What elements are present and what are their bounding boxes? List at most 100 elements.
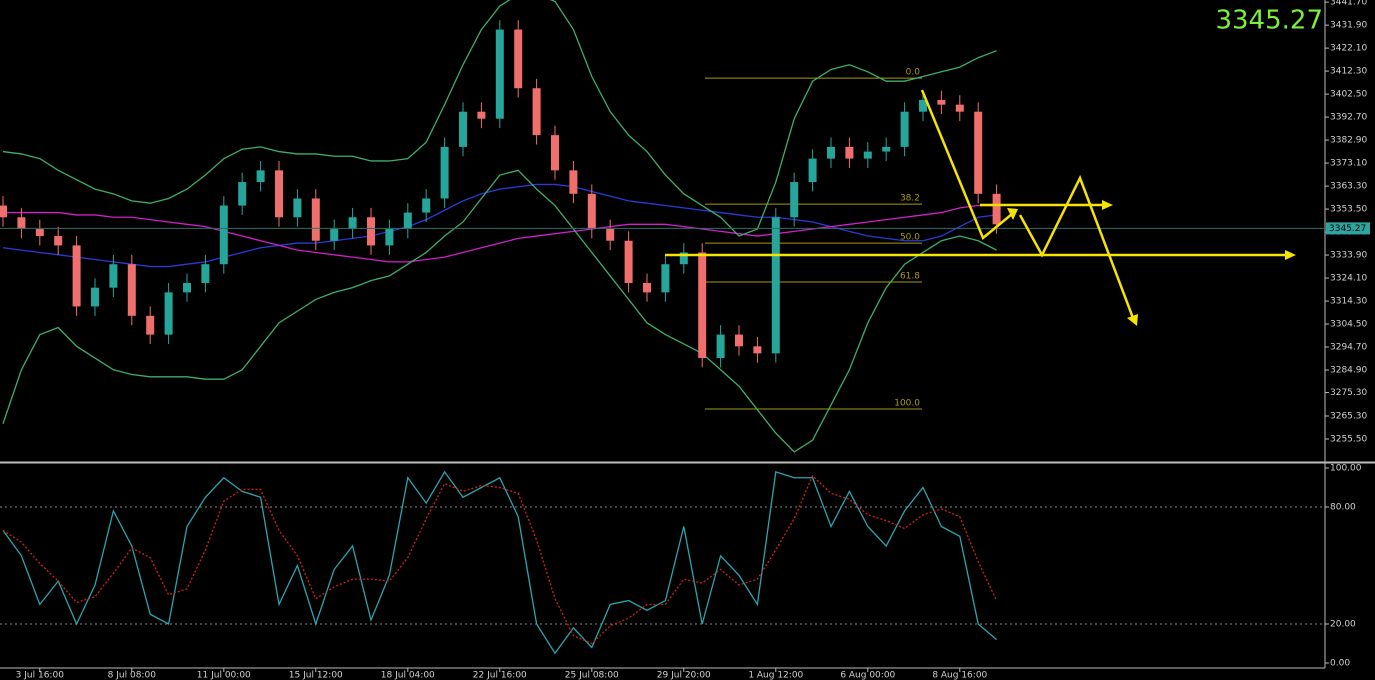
candle-body [477, 111, 486, 119]
x-tick-label: 8 Aug 16:00 [932, 671, 987, 680]
candle-body [348, 217, 357, 230]
candle-body [440, 146, 449, 199]
candle-body [716, 334, 725, 359]
candle-body [661, 264, 670, 293]
arrow-head [1127, 314, 1138, 326]
last-price-large: 3345.27 [1215, 6, 1323, 36]
candle-body [771, 217, 780, 354]
fib-label: 38.2 [900, 194, 920, 204]
fib-label: 50.0 [900, 233, 920, 243]
indicator-line [2, 474, 998, 645]
candle-body [201, 264, 210, 283]
y-tick-label: 0.00 [1330, 659, 1350, 669]
candle-body [808, 158, 817, 183]
y-tick-label: 3353.50 [1330, 205, 1367, 215]
indicator-line [2, 470, 998, 655]
candle-body [495, 29, 504, 119]
candle-body [551, 135, 559, 171]
y-tick-label: 3431.90 [1330, 21, 1367, 31]
x-tick-label: 15 Jul 12:00 [289, 671, 343, 680]
y-tick-label: 3422.10 [1330, 44, 1367, 54]
candle-body [238, 182, 247, 206]
candle-body [955, 104, 964, 112]
arrow-line [1018, 174, 1135, 319]
candle-body [403, 212, 412, 230]
x-tick-label: 18 Jul 04:00 [381, 671, 435, 680]
x-tick-label: 1 Aug 12:00 [748, 671, 803, 680]
y-tick-label: 3402.50 [1330, 90, 1367, 100]
candle-body [422, 198, 431, 213]
x-tick-label: 3 Jul 16:00 [16, 671, 65, 680]
last-price-box [1326, 222, 1370, 235]
candle-body [532, 88, 541, 136]
candle-body [569, 170, 578, 194]
candle-body [109, 264, 118, 288]
y-tick-label: 20.00 [1330, 620, 1356, 630]
y-tick-label: 3412.30 [1330, 67, 1367, 77]
y-tick-label: 3284.90 [1330, 366, 1367, 376]
candle-body [293, 198, 302, 218]
y-tick-label: 3382.90 [1330, 136, 1367, 146]
candle-body [790, 182, 799, 218]
candle-body [587, 193, 596, 230]
y-tick-label: 3275.30 [1330, 388, 1367, 398]
y-tick-label: 3333.90 [1330, 251, 1367, 261]
candle-body [0, 205, 7, 218]
candle-body [992, 193, 1001, 225]
candle-body [219, 205, 228, 265]
indicator-line [2, 0, 997, 237]
y-tick-label: 3363.30 [1330, 182, 1367, 192]
y-tick-label: 3324.10 [1330, 274, 1367, 284]
candle-body [753, 346, 762, 354]
candle-body [937, 99, 946, 105]
fib-label: 61.8 [900, 272, 920, 282]
x-tick-label: 8 Jul 08:00 [108, 671, 157, 680]
arrow-head [1102, 200, 1113, 210]
arrow-line [920, 89, 1013, 241]
x-tick-label: 25 Jul 08:00 [565, 671, 619, 680]
candle-body [735, 334, 743, 347]
candle-body [367, 217, 375, 246]
candle-body [183, 282, 191, 293]
candle-body [91, 287, 99, 307]
candle-body [514, 29, 523, 89]
x-tick-label: 22 Jul 16:00 [473, 671, 527, 680]
trend-drawings [665, 89, 1296, 326]
candle-body [974, 111, 983, 194]
indicator-line [3, 204, 997, 263]
candle-body [882, 146, 891, 152]
candle-body [698, 252, 707, 359]
candle-body [385, 229, 394, 246]
candle-body [606, 229, 615, 241]
candle-body [827, 146, 835, 159]
candle-body [845, 146, 854, 159]
candle-body [459, 111, 467, 147]
candle-body [72, 245, 81, 307]
y-tick-label: 80.00 [1330, 503, 1356, 513]
candle-body [54, 236, 63, 246]
x-tick-label: 11 Jul 00:00 [197, 671, 251, 680]
candle-body [643, 282, 651, 293]
candle-body [256, 170, 265, 183]
candle-body [146, 315, 155, 335]
candle-body [900, 111, 909, 147]
fib-label: 0.0 [906, 68, 921, 78]
candle-body [17, 217, 26, 230]
arrow-head [1285, 250, 1296, 260]
candle-body [275, 170, 283, 218]
candle-body [127, 264, 136, 316]
indicator-line [2, 169, 997, 453]
candle-body [863, 151, 872, 159]
candle-body [624, 240, 633, 283]
fib-label: 100.0 [894, 398, 920, 408]
y-tick-label: 3265.30 [1330, 412, 1367, 422]
y-tick-label: 3304.50 [1330, 320, 1367, 330]
candle-body [679, 252, 688, 265]
x-tick-label: 6 Aug 00:00 [840, 671, 895, 680]
candle-body [919, 99, 927, 112]
y-tick-label: 3255.50 [1330, 435, 1367, 445]
x-tick-label: 29 Jul 20:00 [657, 671, 711, 680]
y-tick-label: 3392.70 [1330, 113, 1367, 123]
